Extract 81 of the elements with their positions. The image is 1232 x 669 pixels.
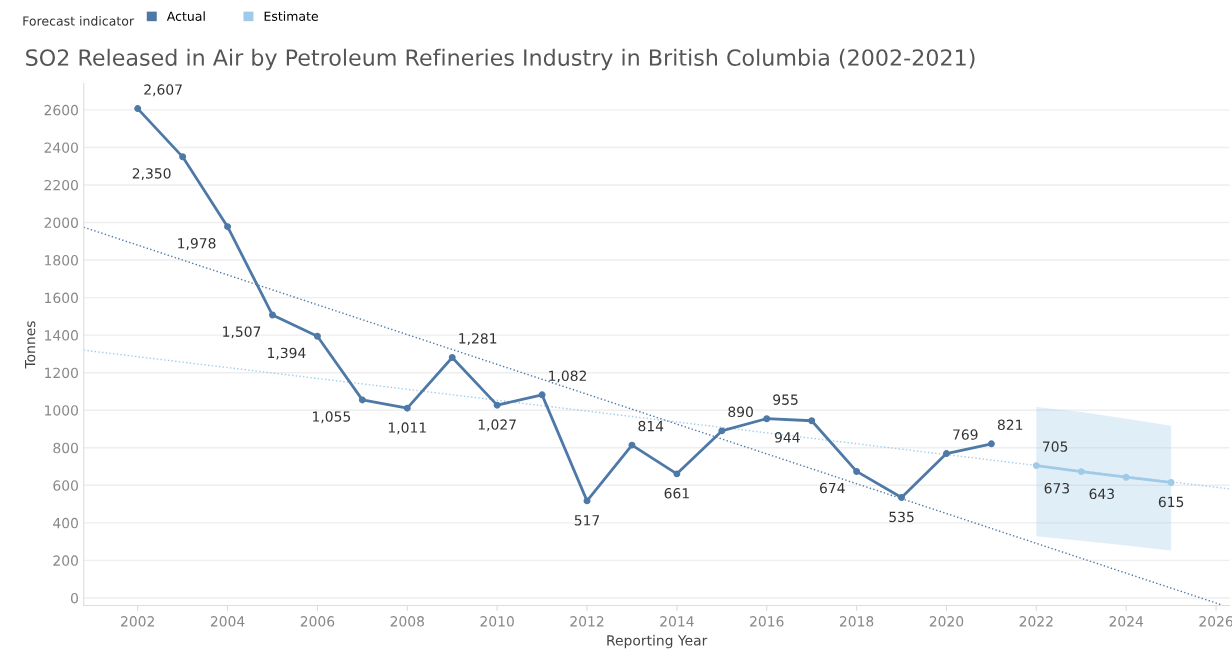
x-tick-label: 2016 [750,616,784,627]
point [583,497,591,505]
x-tick-label: 2014 [660,616,694,627]
point [808,417,816,425]
x-tick-label: 2008 [390,616,425,627]
y-tick-label: 2200 [44,179,78,191]
point [134,105,142,113]
x-tick-label: 2024 [1109,616,1144,627]
x-tick-label: 2020 [929,616,964,627]
data-label: 1,507 [223,326,261,339]
y-tick-label: 1000 [45,405,78,416]
data-label: 955 [773,394,798,405]
x-tick-label: 2018 [839,616,874,627]
data-label: 769 [953,429,978,440]
y-tick-label: 200 [53,555,78,566]
y-axis-title: Tonnes [25,321,36,369]
y-tick-label: 1400 [45,330,78,341]
point [403,404,411,412]
data-label: 1,394 [268,347,306,360]
x-tick-label: 2012 [570,616,604,627]
point [898,494,906,501]
data-label: 517 [574,515,600,526]
legend-label: Actual [166,11,205,21]
data-label: 673 [1044,482,1070,494]
point [538,391,546,399]
data-label: 821 [997,419,1023,431]
point [313,332,321,340]
legend-title: Forecast indicator [23,16,135,26]
y-tick-label: 2400 [44,142,78,153]
data-label: 890 [728,406,753,418]
data-label: 661 [664,488,689,499]
data-label: 1,055 [313,411,351,424]
point [1122,473,1130,481]
point [1032,462,1040,470]
point [718,427,726,435]
point [942,450,950,458]
data-label: 674 [819,482,845,494]
y-tick-label: 600 [53,480,78,491]
x-tick-label: 2010 [480,616,514,627]
point [763,415,771,423]
x-tick-label: 2022 [1019,616,1053,627]
y-tick-label: 2000 [44,217,78,228]
data-label: 1,011 [388,422,426,435]
data-label: 1,082 [549,370,587,383]
point [358,396,366,404]
point [224,223,232,231]
y-tick-label: 1800 [45,255,78,266]
point [1167,479,1175,486]
data-label: 944 [774,432,800,443]
point [448,354,456,361]
x-tick-label: 2026 [1199,616,1232,627]
y-tick-label: 0 [70,592,78,604]
x-tick-label: 2002 [121,616,154,627]
data-label: 2,350 [132,168,171,181]
data-label: 1,281 [459,333,497,346]
point [673,470,681,478]
y-tick-label: 400 [53,517,78,529]
x-tick-label: 2006 [300,616,335,627]
point [628,441,636,449]
data-label: 1,027 [478,419,516,432]
point [493,401,501,409]
data-label: 1,978 [178,238,216,250]
data-label: 643 [1089,488,1114,500]
legend-label: Estimate [264,11,318,21]
point [179,153,187,161]
data-label: 814 [638,420,664,432]
y-tick-label: 1200 [45,367,78,379]
chart-title: SO2 Released in Air by Petroleum Refineries Industry in British Columbia (2002-2021) [26,48,975,71]
data-label: 2,607 [144,84,182,97]
y-tick-label: 800 [53,442,78,454]
data-label: 615 [1158,496,1184,508]
point [987,440,995,448]
point [269,311,276,319]
x-tick-label: 2004 [210,616,245,627]
data-label: 705 [1043,441,1068,452]
point [853,467,861,475]
point [1077,468,1085,476]
data-label: 535 [889,511,914,523]
y-tick-label: 1600 [45,292,78,304]
y-tick-label: 2600 [44,104,78,116]
x-axis-title: Reporting Year [607,634,708,649]
